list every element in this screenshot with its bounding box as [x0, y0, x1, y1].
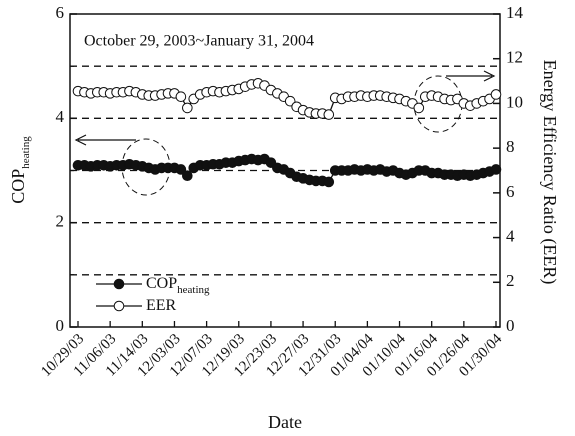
legend-sub: heating	[177, 284, 210, 296]
y-tick-label: 4	[56, 107, 65, 126]
legend-label: COPheating	[146, 275, 210, 296]
legend-label: EER	[146, 297, 177, 314]
y2-tick-label: 0	[506, 316, 515, 335]
legend-marker	[113, 300, 125, 312]
y2-tick-label: 8	[506, 137, 515, 156]
y2-axis-label: Energy Efficiency Ratio (EER)	[539, 60, 560, 285]
data-point	[175, 164, 187, 175]
data-point	[413, 102, 425, 114]
data-point	[323, 176, 335, 188]
data-point	[182, 170, 193, 182]
y2-tick-label: 6	[506, 182, 515, 201]
y2-tick-label: 12	[506, 48, 523, 67]
y-label-sub: heating	[20, 136, 32, 169]
data-point	[490, 164, 502, 175]
legend-name: EER	[146, 297, 177, 314]
arrow	[74, 134, 136, 146]
annotation: October 29, 2003~January 31, 2004	[84, 33, 314, 50]
y-axis-label: COPheating	[8, 136, 31, 204]
data-point	[182, 102, 193, 114]
y2-tick-label: 4	[506, 226, 515, 245]
x-axis-label: Date	[268, 412, 302, 432]
y-tick-label: 2	[56, 212, 65, 231]
arrow	[446, 70, 496, 82]
y-tick-label: 0	[56, 316, 65, 335]
y2-tick-label: 2	[506, 271, 515, 290]
legend-marker	[113, 278, 125, 290]
y2-tick-label: 10	[506, 92, 523, 111]
data-point	[323, 109, 335, 120]
data-point	[490, 89, 502, 100]
y-tick-label: 6	[56, 3, 65, 22]
y-label-main: COP	[8, 169, 28, 204]
legend-name: COP	[146, 275, 177, 292]
y2-tick-label: 14	[506, 3, 524, 22]
data-point	[175, 91, 187, 103]
